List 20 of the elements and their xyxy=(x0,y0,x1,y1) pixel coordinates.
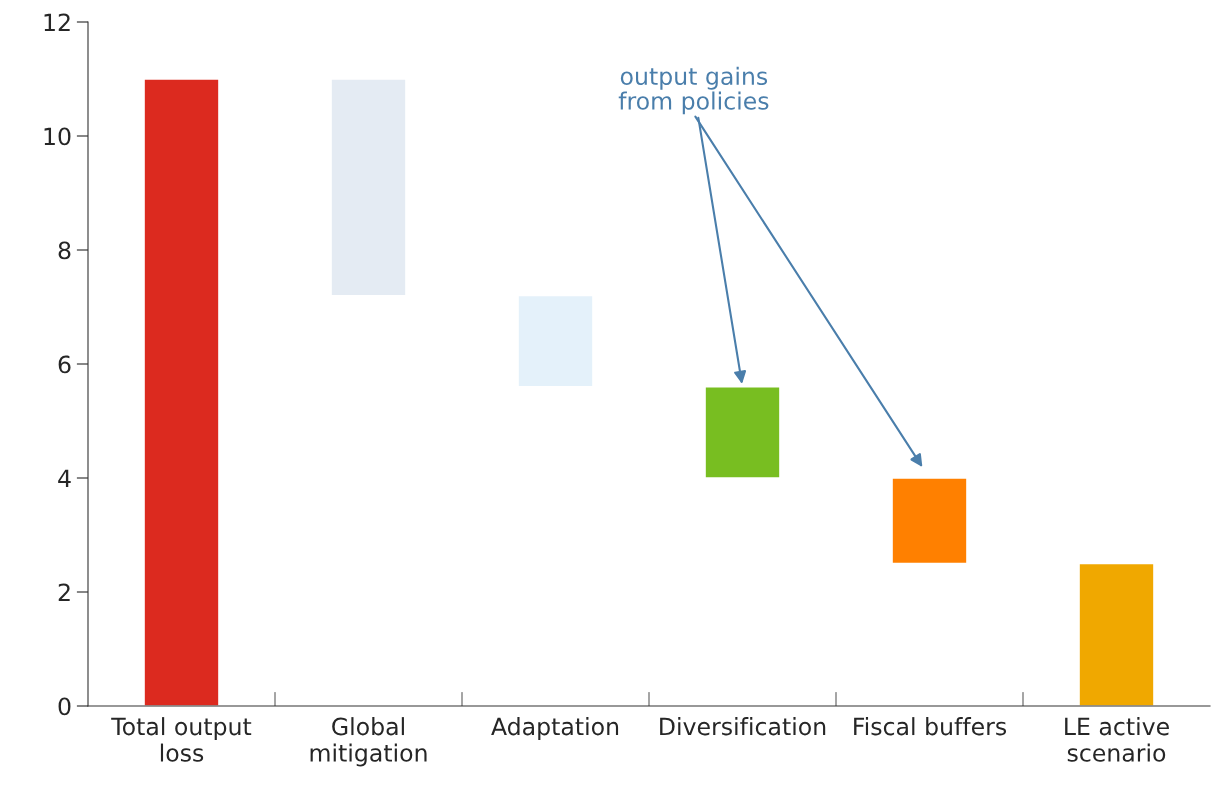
annotation: output gains from policies xyxy=(618,66,769,115)
y-tick-label: 8 xyxy=(58,241,71,260)
y-tick-label: 4 xyxy=(58,469,71,487)
y-tick-label: 10 xyxy=(44,127,71,146)
x-tick-label: Adaptation xyxy=(491,717,619,740)
y-tick-label: 2 xyxy=(58,583,70,601)
y-tick-label: 6 xyxy=(58,355,71,374)
y-tick-label: 0 xyxy=(58,697,71,716)
x-tick-label: Global mitigation xyxy=(310,717,427,767)
bar xyxy=(704,386,781,479)
y-tick-label: 12 xyxy=(44,13,70,31)
x-tick-label: Fiscal buffers xyxy=(854,717,1007,736)
bar xyxy=(517,294,594,388)
bar xyxy=(1078,562,1155,706)
bar xyxy=(891,477,968,565)
bar xyxy=(330,78,407,297)
x-tick-label: Total output loss xyxy=(111,717,252,762)
x-tick-label: Diversification xyxy=(660,717,826,736)
x-tick-label: LE active scenario xyxy=(1065,717,1169,762)
bar xyxy=(143,78,220,706)
